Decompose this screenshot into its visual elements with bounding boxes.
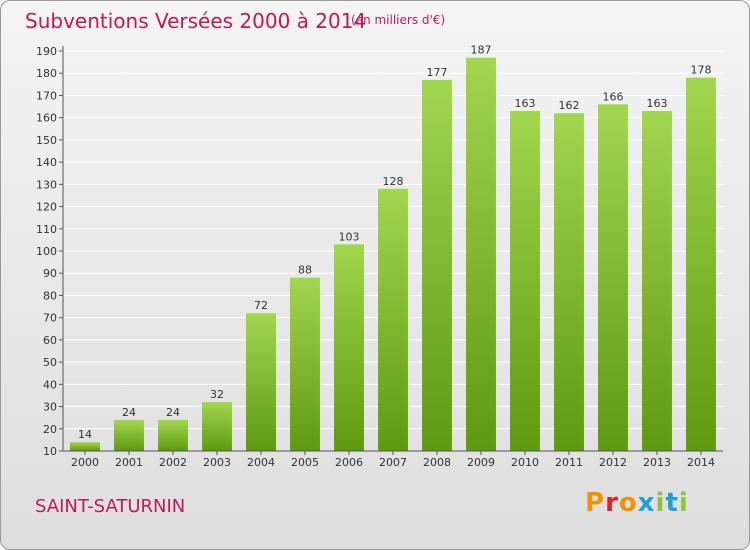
value-label-2013: 163 bbox=[647, 97, 668, 110]
bar-2000 bbox=[70, 442, 100, 451]
x-tick-label-2010: 2010 bbox=[511, 456, 539, 469]
y-tick-label: 20 bbox=[43, 423, 57, 436]
bar-2004 bbox=[246, 313, 276, 451]
x-tick-label-2000: 2000 bbox=[71, 456, 99, 469]
value-label-2006: 103 bbox=[339, 230, 360, 243]
x-tick-label-2003: 2003 bbox=[203, 456, 231, 469]
chart-unit: (en milliers d'€) bbox=[351, 13, 446, 27]
y-tick-label: 140 bbox=[36, 156, 57, 169]
y-tick-label: 190 bbox=[36, 45, 57, 58]
value-label-2000: 14 bbox=[78, 428, 92, 441]
y-tick-label: 110 bbox=[36, 223, 57, 236]
value-label-2011: 162 bbox=[559, 99, 580, 112]
bar-2008 bbox=[422, 79, 452, 451]
x-tick-label-2013: 2013 bbox=[643, 456, 671, 469]
value-label-2012: 166 bbox=[603, 90, 624, 103]
value-label-2009: 187 bbox=[471, 44, 492, 57]
x-tick-label-2001: 2001 bbox=[115, 456, 143, 469]
bar-2005 bbox=[290, 277, 320, 451]
value-label-2002: 24 bbox=[166, 406, 180, 419]
bars: 14 24 24 32 72 88 103 128 177 187 163 162 166 163 178 bbox=[70, 44, 716, 452]
y-tick-label: 100 bbox=[36, 245, 57, 258]
x-tick-label-2014: 2014 bbox=[687, 456, 715, 469]
y-tick-label: 90 bbox=[43, 267, 57, 280]
bar-2003 bbox=[202, 402, 232, 451]
bar-2006 bbox=[334, 244, 364, 451]
bar-2012 bbox=[598, 104, 628, 451]
y-tick-label: 40 bbox=[43, 378, 57, 391]
logo-letter: x bbox=[637, 488, 656, 518]
bar-2014 bbox=[686, 77, 716, 452]
y-tick-label: 120 bbox=[36, 201, 57, 214]
y-tick-label: 70 bbox=[43, 312, 57, 325]
y-tick-label: 130 bbox=[36, 178, 57, 191]
x-tick-label-2006: 2006 bbox=[335, 456, 363, 469]
y-tick-label: 10 bbox=[43, 445, 57, 458]
commune-name: SAINT-SATURNIN bbox=[35, 496, 186, 517]
logo-letter: i bbox=[678, 488, 689, 518]
x-tick-label-2009: 2009 bbox=[467, 456, 495, 469]
x-tick-label-2004: 2004 bbox=[247, 456, 275, 469]
x-tick-label-2008: 2008 bbox=[423, 456, 451, 469]
logo-letter: r bbox=[605, 488, 619, 518]
value-label-2004: 72 bbox=[254, 299, 268, 312]
x-tick-label-2012: 2012 bbox=[599, 456, 627, 469]
value-label-2001: 24 bbox=[122, 406, 136, 419]
y-tick-label: 30 bbox=[43, 401, 57, 414]
y-tick-label: 180 bbox=[36, 67, 57, 80]
bar-2013 bbox=[642, 111, 672, 451]
proxiti-logo[interactable]: Proxiti bbox=[585, 488, 689, 518]
y-tick-label: 60 bbox=[43, 334, 57, 347]
value-label-2010: 163 bbox=[515, 97, 536, 110]
value-label-2008: 177 bbox=[427, 66, 448, 79]
value-label-2003: 32 bbox=[210, 388, 224, 401]
bar-2007 bbox=[378, 188, 408, 451]
chart-title: Subventions Versées 2000 à 2014 bbox=[25, 9, 367, 33]
y-tick-label: 50 bbox=[43, 356, 57, 369]
bar-2010 bbox=[510, 111, 540, 451]
logo-letter: P bbox=[585, 488, 606, 518]
y-tick-label: 160 bbox=[36, 112, 57, 125]
bar-2001 bbox=[114, 419, 144, 451]
bar-2011 bbox=[554, 113, 584, 451]
axes: 10 20 30 40 50 60 70 80 90 100 110 120 130 140 150 160 1… bbox=[36, 45, 723, 469]
bar-2002 bbox=[158, 419, 188, 451]
x-tick-label-2005: 2005 bbox=[291, 456, 319, 469]
value-label-2014: 178 bbox=[691, 64, 712, 77]
y-tick-label: 80 bbox=[43, 289, 57, 302]
x-tick-label-2011: 2011 bbox=[555, 456, 583, 469]
x-tick-label-2007: 2007 bbox=[379, 456, 407, 469]
value-label-2005: 88 bbox=[298, 264, 312, 277]
y-tick-label: 150 bbox=[36, 134, 57, 147]
logo-letter: o bbox=[618, 488, 638, 518]
logo-letter: t bbox=[665, 488, 679, 518]
value-label-2007: 128 bbox=[383, 175, 404, 188]
y-tick-label: 170 bbox=[36, 89, 57, 102]
bar-2009 bbox=[466, 57, 496, 452]
logo-letter: i bbox=[655, 488, 666, 518]
x-tick-label-2002: 2002 bbox=[159, 456, 187, 469]
